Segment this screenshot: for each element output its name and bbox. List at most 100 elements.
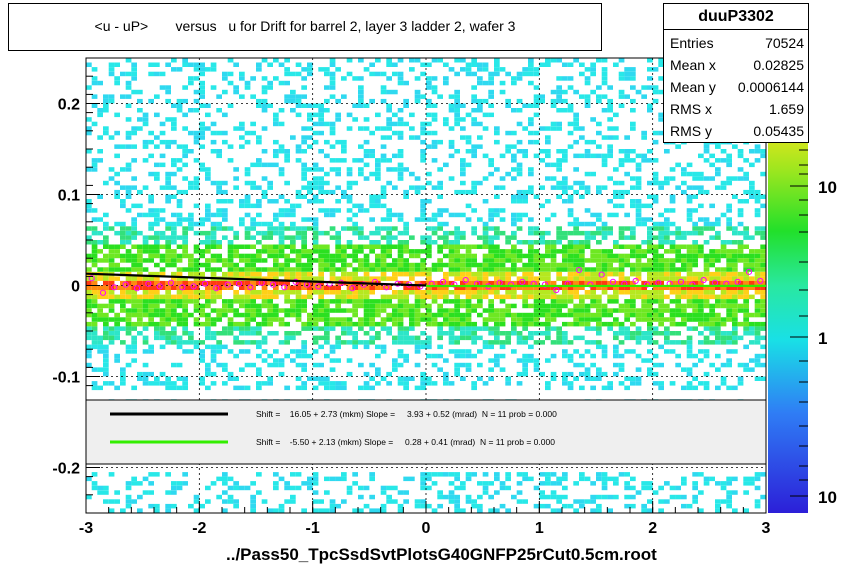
heatmap-cell [267,267,273,272]
heatmap-cell [579,294,585,300]
heatmap-cell [256,249,262,254]
heatmap-cell [210,335,217,341]
heatmap-cell [590,326,596,331]
heatmap-cell [397,176,404,181]
heatmap-cell [329,308,336,313]
heatmap-cell [454,189,460,195]
profile-point [122,281,129,288]
heatmap-cell [647,294,653,300]
heatmap-cell [516,167,523,172]
heatmap-cell [341,189,347,195]
heatmap-cell [454,494,460,500]
heatmap-cell [579,244,585,249]
heatmap-cell [573,230,579,236]
heatmap-cell [335,299,341,304]
heatmap-cell [607,98,613,104]
heatmap-cell [284,158,290,163]
heatmap-cell [142,158,149,163]
heatmap-cell [97,349,103,354]
heatmap-cell [533,317,540,322]
heatmap-cell [227,271,234,277]
heatmap-cell [562,262,568,268]
heatmap-cell [652,317,659,322]
heatmap-cell [760,149,766,154]
heatmap-cell [539,503,545,509]
heatmap-cell [460,321,466,327]
heatmap-cell [397,353,404,359]
heatmap-cell [596,503,602,509]
heatmap-cell [709,253,715,259]
heatmap-cell [545,271,551,277]
heatmap-cell [318,308,324,313]
heatmap-cell [114,321,120,327]
heatmap-cell [290,240,296,245]
heatmap-cell [715,340,721,345]
heatmap-cell [86,62,92,67]
heatmap-cell [120,376,126,381]
heatmap-cell [301,217,307,222]
heatmap-cell [516,490,523,495]
heatmap-cell [431,89,438,95]
heatmap-cell [499,267,506,272]
heatmap-cell [329,167,336,172]
heatmap-cell [193,139,200,145]
heatmap-cell [301,85,307,90]
heatmap-cell [256,199,262,204]
heatmap-cell [505,472,511,477]
heatmap-cell [465,262,472,268]
heatmap-cell [556,303,562,309]
heatmap-cell [686,280,693,286]
heatmap-cell [414,299,421,304]
heatmap-cell [443,285,449,290]
heatmap-cell [363,271,370,277]
heatmap-cell [720,485,727,491]
heatmap-cell [295,94,302,99]
heatmap-cell [641,240,647,245]
stats-row-mean-x: Mean x 0.02825 [670,57,804,73]
stats-box: duuP3302 Entries 70524 Mean x 0.02825 Mean… [663,3,809,143]
heatmap-cell [414,58,421,63]
heatmap-cell [91,67,98,72]
heatmap-cell [131,303,137,309]
heatmap-cell [414,249,421,254]
heatmap-cell [227,321,234,327]
heatmap-cell [108,331,115,336]
heatmap-cell [369,62,375,67]
heatmap-cell [743,171,749,177]
heatmap-cell [732,294,738,300]
heatmap-cell [86,285,92,290]
heatmap-cell [233,267,239,272]
heatmap-cell [267,249,273,254]
heatmap-cell [533,194,540,199]
heatmap-cell [358,494,364,500]
heatmap-cell [471,303,477,309]
heatmap-cell [624,290,630,295]
heatmap-cell [715,321,721,327]
heatmap-cell [103,108,109,113]
heatmap-cell [216,258,222,263]
heatmap-cell [573,262,579,268]
profile-point [281,284,288,291]
heatmap-cell [250,221,256,227]
heatmap-cell [171,485,177,491]
heatmap-cell [159,285,166,290]
heatmap-cell [91,103,98,108]
heatmap-cell [482,221,489,227]
heatmap-cell [239,258,245,263]
heatmap-cell [392,89,398,95]
heatmap-cell [760,249,766,254]
heatmap-cell [556,271,562,277]
heatmap-cell [516,139,523,145]
stats-row-mean-y: Mean y 0.0006144 [670,79,804,95]
heatmap-cell [335,117,341,122]
heatmap-cell [477,494,483,500]
heatmap-cell [511,212,517,218]
x-tick-label: 0 [422,520,431,537]
heatmap-cell [596,94,602,99]
heatmap-cell [380,253,387,259]
heatmap-cell [312,290,319,295]
heatmap-cell [652,139,659,145]
heatmap-cell [505,149,511,154]
heatmap-cell [375,240,381,245]
heatmap-cell [601,230,608,236]
